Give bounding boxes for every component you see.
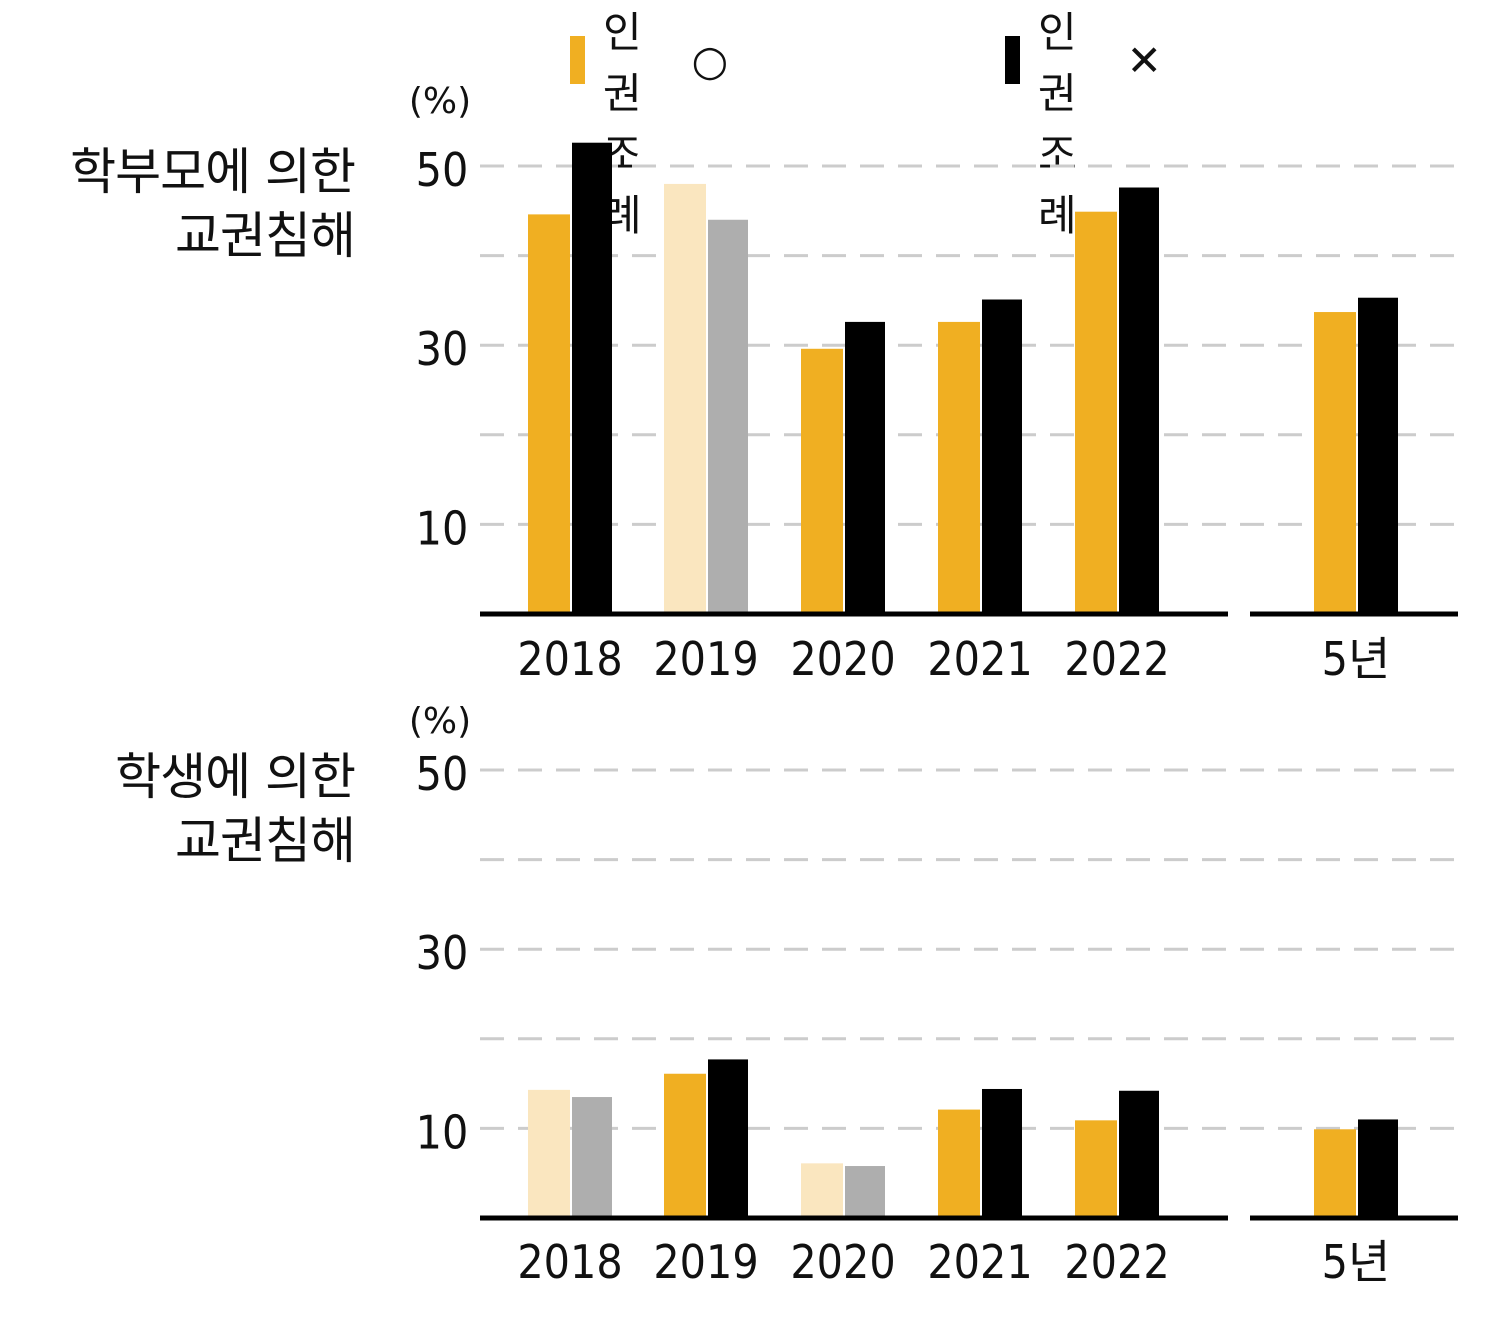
x-tick-label: 5년 (1322, 1235, 1391, 1289)
bar-without-ordinance-2018 (572, 142, 612, 615)
y-tick-label: 50 (416, 747, 469, 801)
bar-without-ordinance-2022 (1119, 187, 1159, 614)
y-tick-label: 30 (416, 926, 469, 980)
x-tick-label: 2022 (1064, 632, 1169, 686)
bar-without-ordinance-2019 (708, 219, 748, 614)
panel-1-title: 학부모에 의한 교권침해 (70, 140, 356, 268)
bar-without-ordinance-5년 (1358, 297, 1398, 614)
bar-without-ordinance-2020 (845, 321, 885, 614)
bar-with-ordinance-5년 (1314, 312, 1356, 614)
x-tick-label: 2020 (790, 632, 895, 686)
bar-with-ordinance-2019 (664, 1073, 706, 1218)
bar-with-ordinance-2022 (1075, 1120, 1117, 1218)
y-tick-label: 10 (416, 501, 469, 555)
bar-with-ordinance-2022 (1075, 211, 1117, 615)
panel-2-title: 학생에 의한 교권침해 (115, 745, 356, 873)
x-tick-label: 2019 (653, 632, 758, 686)
panel-1-title-line-2: 교권침해 (175, 207, 356, 265)
bar-with-ordinance-5년 (1314, 1129, 1356, 1218)
y-unit-label: (%) (409, 81, 471, 122)
bar-without-ordinance-2021 (982, 299, 1022, 614)
bar-with-ordinance-2021 (938, 1109, 980, 1218)
bar-with-ordinance-2021 (938, 321, 980, 614)
y-unit-label: (%) (409, 701, 471, 742)
x-tick-label: 2019 (653, 1235, 758, 1289)
circle-icon: ○ (691, 35, 729, 85)
legend-item-without-ordinance: 학생인권조례 ✕ (1005, 8, 1162, 240)
bar-with-ordinance-2018 (528, 214, 570, 614)
bar-without-ordinance-2020 (845, 1166, 885, 1218)
legend-label-without-ordinance: 학생인권조례 (1038, 8, 1077, 240)
y-tick-label: 30 (416, 322, 469, 376)
x-tick-label: 2021 (927, 1235, 1032, 1289)
bar-without-ordinance-2021 (982, 1088, 1022, 1218)
bar-with-ordinance-2020 (801, 348, 843, 614)
y-tick-label: 10 (416, 1105, 469, 1159)
cross-icon: ✕ (1126, 35, 1162, 85)
panel-2-title-line-1: 학생에 의한 (115, 748, 356, 806)
bar-with-ordinance-2020 (801, 1163, 843, 1218)
y-tick-label: 50 (416, 143, 469, 197)
bar-without-ordinance-2019 (708, 1059, 748, 1218)
bar-without-ordinance-2018 (572, 1097, 612, 1218)
x-tick-label: 2020 (790, 1235, 895, 1289)
x-tick-label: 2018 (517, 632, 622, 686)
x-tick-label: 2022 (1064, 1235, 1169, 1289)
bar-with-ordinance-2019 (664, 183, 706, 615)
x-tick-label: 2018 (517, 1235, 622, 1289)
panel-1-title-line-1: 학부모에 의한 (70, 143, 356, 201)
legend-swatch-with-ordinance (570, 36, 586, 84)
x-tick-label: 5년 (1322, 632, 1391, 686)
bar-with-ordinance-2018 (528, 1089, 570, 1218)
bar-without-ordinance-2022 (1119, 1090, 1159, 1218)
bar-without-ordinance-5년 (1358, 1119, 1398, 1218)
legend-swatch-without-ordinance (1005, 36, 1021, 84)
x-tick-label: 2021 (927, 632, 1032, 686)
panel-2-title-line-2: 교권침해 (175, 812, 356, 870)
